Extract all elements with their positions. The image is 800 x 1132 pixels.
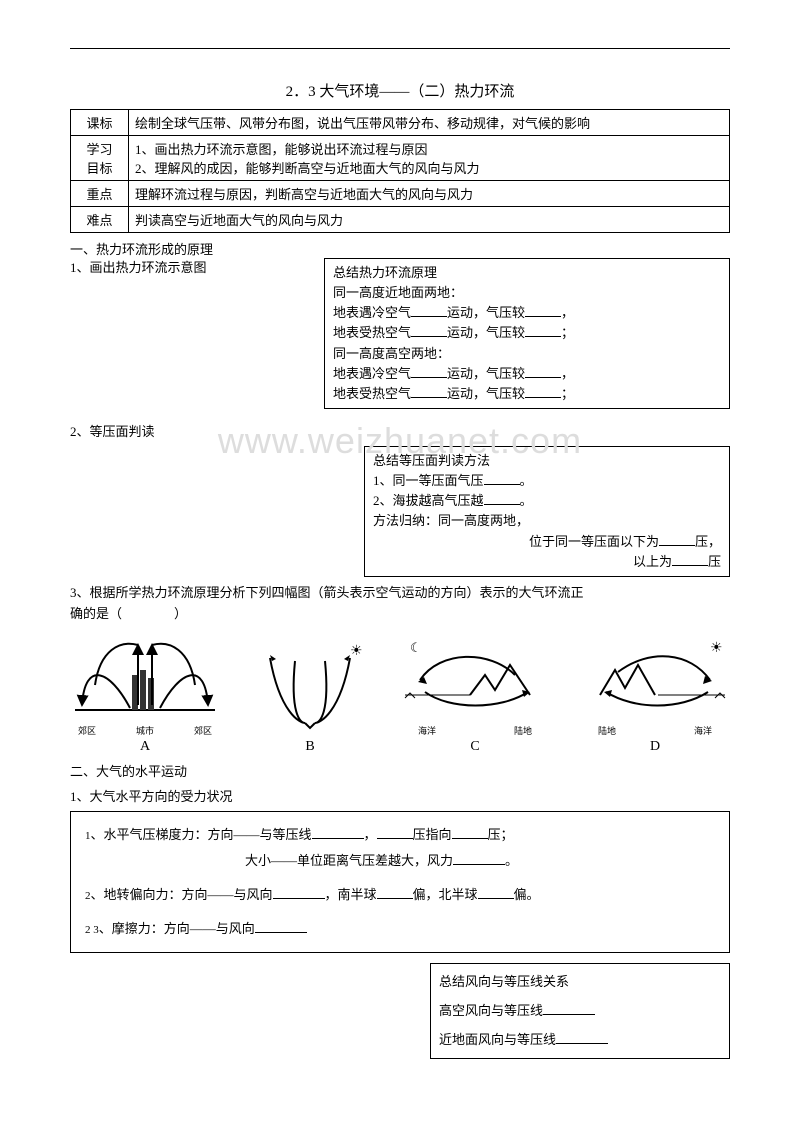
sec1-1: 1、画出热力环流示意图 <box>70 258 310 279</box>
fig-c: ☾ 海洋陆地 C <box>400 640 550 755</box>
force-2: 2、地转偏向力：方向——与风向，南半球偏，北半球偏。 <box>85 882 715 908</box>
label-c: C <box>400 739 550 755</box>
box1-l4: 同一高度高空两地： <box>333 344 721 364</box>
summary-box-2: 总结等压面判读方法 1、同一等压面气压。 2、海拔越高气压越。 方法归纳：同一高… <box>364 446 730 577</box>
mubiao-2: 2、理解风的成因，能够判断高空与近地面大气的风向与风力 <box>135 158 723 177</box>
sec1-3: 3、根据所学热力环流原理分析下列四幅图（箭头表示空气运动的方向）表示的大气环流正… <box>70 583 730 625</box>
box2-title: 总结等压面判读方法 <box>373 451 721 471</box>
figure-row: 郊区城市郊区 A ☀ B ☾ 海洋陆地 C ☀ <box>70 630 730 755</box>
sec2-1: 1、大气水平方向的受力状况 <box>70 786 730 805</box>
summary-box-1: 总结热力环流原理 同一高度近地面两地： 地表遇冷空气运动，气压较， 地表受热空气… <box>324 258 730 409</box>
cell-mubiao-h: 学习 目标 <box>71 136 129 181</box>
cell-nandian-c: 判读高空与近地面大气的风向与风力 <box>129 207 730 233</box>
force-box: 1、水平气压梯度力：方向——与等压线，压指向压； 大小——单位距离气压差越大，风… <box>70 811 730 953</box>
box2-l2: 2、海拔越高气压越。 <box>373 491 721 511</box>
box1-l2: 地表遇冷空气运动，气压较， <box>333 303 721 323</box>
label-d: D <box>580 739 730 755</box>
cell-zhongdian-h: 重点 <box>71 181 129 207</box>
box2-l4: 位于同一等压面以下为压， <box>373 532 721 552</box>
box3-l1: 高空风向与等压线 <box>439 997 721 1026</box>
summary-box-3: 总结风向与等压线关系 高空风向与等压线 近地面风向与等压线 <box>430 963 730 1059</box>
cell-kebiao-h: 课标 <box>71 110 129 136</box>
box1-l6: 地表受热空气运动，气压较； <box>333 384 721 404</box>
svg-text:☾: ☾ <box>410 640 422 655</box>
label-a: A <box>70 739 220 755</box>
label-b: B <box>250 739 370 755</box>
box3-l2: 近地面风向与等压线 <box>439 1026 721 1055</box>
cell-kebiao-c: 绘制全球气压带、风带分布图，说出气压带风带分布、移动规律，对气候的影响 <box>129 110 730 136</box>
page-title: 2．3 大气环境——（二）热力环流 <box>70 80 730 101</box>
sec1-2: 2、等压面判读 <box>70 421 730 440</box>
box1-l3: 地表受热空气运动，气压较； <box>333 323 721 343</box>
force-1b: 大小——单位距离气压差越大，风力。 <box>85 848 715 874</box>
cell-nandian-h: 难点 <box>71 207 129 233</box>
box2-l5: 以上为压 <box>373 552 721 572</box>
box2-l3: 方法归纳：同一高度两地， <box>373 511 721 531</box>
svg-text:☀: ☀ <box>350 644 363 659</box>
cell-zhongdian-c: 理解环流过程与原因，判断高空与近地面大气的风向与风力 <box>129 181 730 207</box>
svg-text:☀: ☀ <box>710 641 723 656</box>
box3-title: 总结风向与等压线关系 <box>439 968 721 997</box>
box2-l1: 1、同一等压面气压。 <box>373 471 721 491</box>
box1-l1: 同一高度近地面两地： <box>333 283 721 303</box>
force-3: 2 3、摩擦力：方向——与风向 <box>85 916 715 942</box>
fig-b-svg: ☀ <box>250 643 370 733</box>
sec1-heading: 一、热力环流形成的原理 <box>70 239 730 258</box>
fig-d: ☀ 陆地海洋 D <box>580 640 730 755</box>
fig-d-svg: ☀ <box>580 640 730 720</box>
box1-title: 总结热力环流原理 <box>333 263 721 283</box>
fig-c-svg: ☾ <box>400 640 550 720</box>
fig-b: ☀ B <box>250 643 370 755</box>
box1-l5: 地表遇冷空气运动，气压较， <box>333 364 721 384</box>
sec2-heading: 二、大气的水平运动 <box>70 761 730 780</box>
top-divider <box>70 48 730 49</box>
mubiao-1: 1、画出热力环流示意图，能够说出环流过程与原因 <box>135 139 723 158</box>
fig-a: 郊区城市郊区 A <box>70 630 220 755</box>
cell-mubiao-c: 1、画出热力环流示意图，能够说出环流过程与原因 2、理解风的成因，能够判断高空与… <box>129 136 730 181</box>
info-table: 课标 绘制全球气压带、风带分布图，说出气压带风带分布、移动规律，对气候的影响 学… <box>70 109 730 233</box>
force-1: 1、水平气压梯度力：方向——与等压线，压指向压； <box>85 822 715 848</box>
fig-a-svg <box>70 630 220 720</box>
